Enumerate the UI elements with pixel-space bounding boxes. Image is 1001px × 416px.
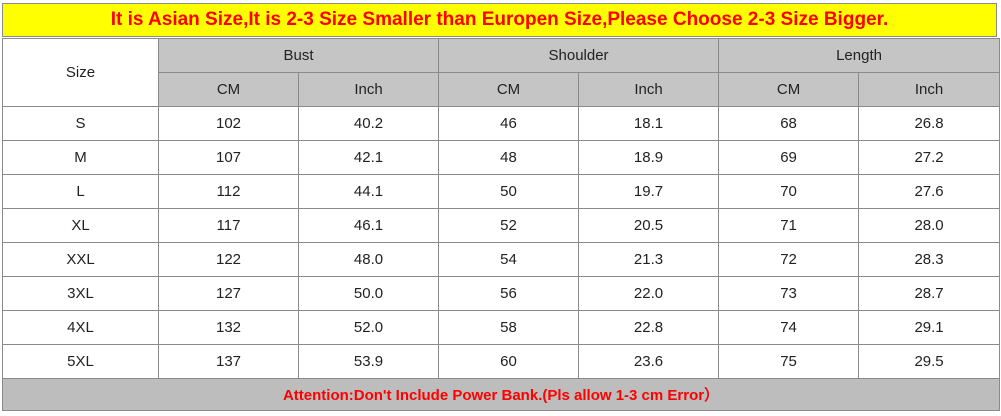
size-cell: 4XL: [2, 310, 159, 345]
bust-header: Bust: [157, 38, 440, 73]
shoulder-cm-cell: 54: [438, 242, 580, 277]
shoulder-inch-cell: 18.1: [578, 106, 720, 141]
length-header: Length: [718, 38, 1001, 73]
shoulder-cm-cell: 58: [438, 310, 580, 345]
bust-cm-cell: 117: [158, 208, 299, 243]
shoulder-inch-cell: 22.8: [578, 310, 720, 345]
bust-inch-cell: 50.0: [297, 276, 440, 311]
bust-cm-cell: 132: [158, 310, 299, 345]
bust-inch-cell: 53.9: [297, 344, 440, 379]
shoulder-inch-cell: 21.3: [578, 242, 720, 277]
attention-footer: Attention:Don't Include Power Bank.(Pls …: [1, 378, 1001, 411]
bust-inch-cell: 44.1: [297, 174, 440, 209]
shoulder-cm-cell: 60: [438, 344, 580, 379]
bust-cm-header: CM: [158, 72, 299, 107]
shoulder-cm-cell: 48: [438, 140, 580, 175]
length-cm-cell: 68: [718, 106, 860, 141]
length-cm-cell: 73: [718, 276, 860, 311]
bust-inch-cell: 52.0: [297, 310, 440, 345]
size-cell: 5XL: [2, 344, 159, 379]
length-inch-cell: 27.2: [858, 140, 1001, 175]
size-header: Size: [2, 38, 159, 107]
length-inch-header: Inch: [858, 72, 1001, 107]
table-row: 5XL 137 53.9 60 23.6 75 29.5: [2, 344, 1001, 379]
shoulder-cm-header: CM: [438, 72, 580, 107]
table-row: S 102 40.2 46 18.1 68 26.8: [2, 106, 1001, 141]
length-cm-header: CM: [718, 72, 860, 107]
shoulder-inch-cell: 23.6: [578, 344, 720, 379]
shoulder-inch-cell: 18.9: [578, 140, 720, 175]
length-inch-cell: 28.0: [858, 208, 1001, 243]
length-cm-cell: 70: [718, 174, 860, 209]
shoulder-cm-cell: 50: [438, 174, 580, 209]
bust-cm-cell: 102: [158, 106, 299, 141]
size-cell: L: [2, 174, 159, 209]
table-row: XL 117 46.1 52 20.5 71 28.0: [2, 208, 1001, 243]
table-row: L 112 44.1 50 19.7 70 27.6: [2, 174, 1001, 209]
shoulder-inch-cell: 22.0: [578, 276, 720, 311]
length-inch-cell: 27.6: [858, 174, 1001, 209]
size-cell: S: [2, 106, 159, 141]
length-inch-cell: 28.7: [858, 276, 1001, 311]
bust-cm-cell: 137: [158, 344, 299, 379]
length-inch-cell: 29.1: [858, 310, 1001, 345]
bust-cm-cell: 127: [158, 276, 299, 311]
size-cell: 3XL: [2, 276, 159, 311]
length-cm-cell: 75: [718, 344, 860, 379]
shoulder-inch-cell: 20.5: [578, 208, 720, 243]
shoulder-header: Shoulder: [438, 38, 720, 73]
length-inch-cell: 28.3: [858, 242, 1001, 277]
length-cm-cell: 71: [718, 208, 860, 243]
shoulder-cm-cell: 52: [438, 208, 580, 243]
shoulder-cm-cell: 46: [438, 106, 580, 141]
length-cm-cell: 69: [718, 140, 860, 175]
bust-inch-cell: 40.2: [297, 106, 440, 141]
size-warning-banner: It is Asian Size,It is 2-3 Size Smaller …: [2, 3, 997, 37]
size-cell: M: [2, 140, 159, 175]
size-cell: XXL: [2, 242, 159, 277]
shoulder-inch-cell: 19.7: [578, 174, 720, 209]
table-row: 4XL 132 52.0 58 22.8 74 29.1: [2, 310, 1001, 345]
shoulder-inch-header: Inch: [578, 72, 720, 107]
table-row: M 107 42.1 48 18.9 69 27.2: [2, 140, 1001, 175]
bust-cm-cell: 107: [158, 140, 299, 175]
table-row: XXL 122 48.0 54 21.3 72 28.3: [2, 242, 1001, 277]
size-cell: XL: [2, 208, 159, 243]
bust-cm-cell: 122: [158, 242, 299, 277]
bust-inch-cell: 46.1: [297, 208, 440, 243]
length-cm-cell: 74: [718, 310, 860, 345]
shoulder-cm-cell: 56: [438, 276, 580, 311]
length-cm-cell: 72: [718, 242, 860, 277]
bust-inch-header: Inch: [297, 72, 440, 107]
bust-inch-cell: 48.0: [297, 242, 440, 277]
length-inch-cell: 26.8: [858, 106, 1001, 141]
table-row: 3XL 127 50.0 56 22.0 73 28.7: [2, 276, 1001, 311]
length-inch-cell: 29.5: [858, 344, 1001, 379]
bust-cm-cell: 112: [158, 174, 299, 209]
bust-inch-cell: 42.1: [297, 140, 440, 175]
size-table: Size Bust Shoulder Length CM Inch CM Inc…: [1, 38, 1001, 411]
